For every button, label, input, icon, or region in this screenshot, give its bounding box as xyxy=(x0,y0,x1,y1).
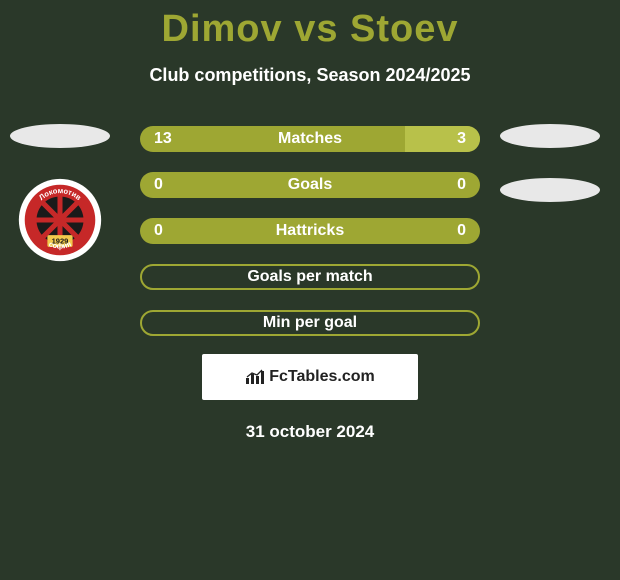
stat-row-matches: 13 Matches 3 xyxy=(140,126,480,152)
date-line: 31 october 2024 xyxy=(0,422,620,442)
player-right-placeholder xyxy=(500,124,600,148)
stat-row-goals: 0 Goals 0 xyxy=(140,172,480,198)
page-title: Dimov vs Stoev xyxy=(0,0,620,51)
stats-container: 13 Matches 3 0 Goals 0 0 Hattricks 0 Goa… xyxy=(140,126,480,336)
stat-label: Hattricks xyxy=(276,222,344,240)
stat-right-value: 3 xyxy=(457,130,466,148)
club-right-placeholder xyxy=(500,178,600,202)
stat-right-value: 0 xyxy=(457,176,466,194)
stat-label: Goals per match xyxy=(247,268,372,286)
club-left-badge: 1929 Локомотив софия xyxy=(18,178,102,262)
stat-right-fill xyxy=(405,126,480,152)
brand-box[interactable]: FcTables.com xyxy=(202,354,418,400)
stat-row-min-per-goal: Min per goal xyxy=(140,310,480,336)
stat-left-value: 0 xyxy=(154,176,163,194)
lokomotiv-sofia-badge-icon: 1929 Локомотив софия xyxy=(18,178,102,262)
stat-label: Goals xyxy=(288,176,332,194)
stat-left-value: 13 xyxy=(154,130,172,148)
stat-row-hattricks: 0 Hattricks 0 xyxy=(140,218,480,244)
stat-label: Matches xyxy=(278,130,342,148)
player-left-placeholder xyxy=(10,124,110,148)
subtitle: Club competitions, Season 2024/2025 xyxy=(0,65,620,86)
bar-chart-icon xyxy=(245,369,265,385)
brand-text: FcTables.com xyxy=(269,368,375,386)
stat-label: Min per goal xyxy=(263,314,357,332)
stat-right-value: 0 xyxy=(457,222,466,240)
stat-row-goals-per-match: Goals per match xyxy=(140,264,480,290)
stat-left-value: 0 xyxy=(154,222,163,240)
